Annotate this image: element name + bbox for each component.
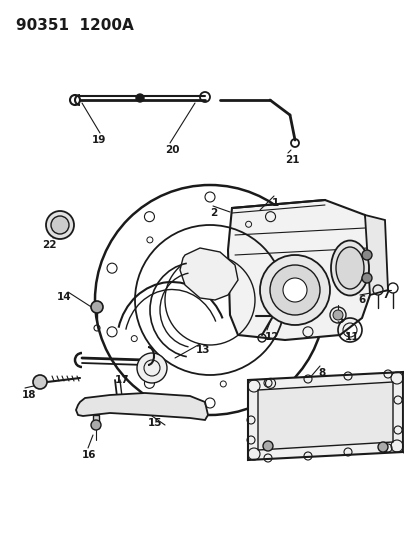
- Circle shape: [260, 255, 330, 325]
- Circle shape: [137, 353, 167, 383]
- Text: 19: 19: [92, 135, 106, 145]
- Ellipse shape: [336, 247, 364, 289]
- Circle shape: [51, 216, 69, 234]
- Circle shape: [263, 441, 273, 451]
- Circle shape: [270, 265, 320, 315]
- Text: 17: 17: [115, 375, 130, 385]
- Text: 2: 2: [210, 208, 217, 218]
- Text: 16: 16: [82, 450, 97, 460]
- Text: 18: 18: [22, 390, 36, 400]
- Text: 15: 15: [148, 418, 162, 428]
- Text: 14: 14: [57, 292, 72, 302]
- Circle shape: [46, 211, 74, 239]
- Text: 21: 21: [285, 155, 299, 165]
- Polygon shape: [180, 248, 238, 300]
- Circle shape: [362, 250, 372, 260]
- Text: 13: 13: [196, 345, 210, 355]
- Polygon shape: [248, 372, 403, 460]
- Text: 8: 8: [318, 368, 325, 378]
- Text: 20: 20: [165, 145, 179, 155]
- Polygon shape: [403, 372, 404, 468]
- Circle shape: [378, 442, 388, 452]
- Circle shape: [283, 278, 307, 302]
- Text: 3: 3: [352, 258, 359, 268]
- Text: 1: 1: [272, 198, 279, 208]
- Polygon shape: [76, 393, 208, 420]
- Text: 9: 9: [360, 434, 367, 444]
- Text: 90351  1200A: 90351 1200A: [16, 18, 134, 33]
- Text: 5: 5: [336, 315, 343, 325]
- Circle shape: [91, 301, 103, 313]
- Text: 7: 7: [382, 290, 389, 300]
- Text: 4: 4: [350, 275, 358, 285]
- Text: 10: 10: [255, 450, 269, 460]
- Text: 6: 6: [358, 295, 365, 305]
- Polygon shape: [258, 382, 393, 450]
- Text: 22: 22: [42, 240, 57, 250]
- Circle shape: [136, 94, 144, 102]
- Polygon shape: [93, 415, 99, 428]
- Circle shape: [362, 273, 372, 283]
- Text: 11: 11: [345, 332, 360, 342]
- Circle shape: [91, 420, 101, 430]
- Circle shape: [333, 310, 343, 320]
- Ellipse shape: [331, 240, 369, 295]
- Polygon shape: [228, 200, 372, 340]
- Polygon shape: [365, 215, 388, 295]
- Text: 12: 12: [265, 332, 280, 342]
- Circle shape: [33, 375, 47, 389]
